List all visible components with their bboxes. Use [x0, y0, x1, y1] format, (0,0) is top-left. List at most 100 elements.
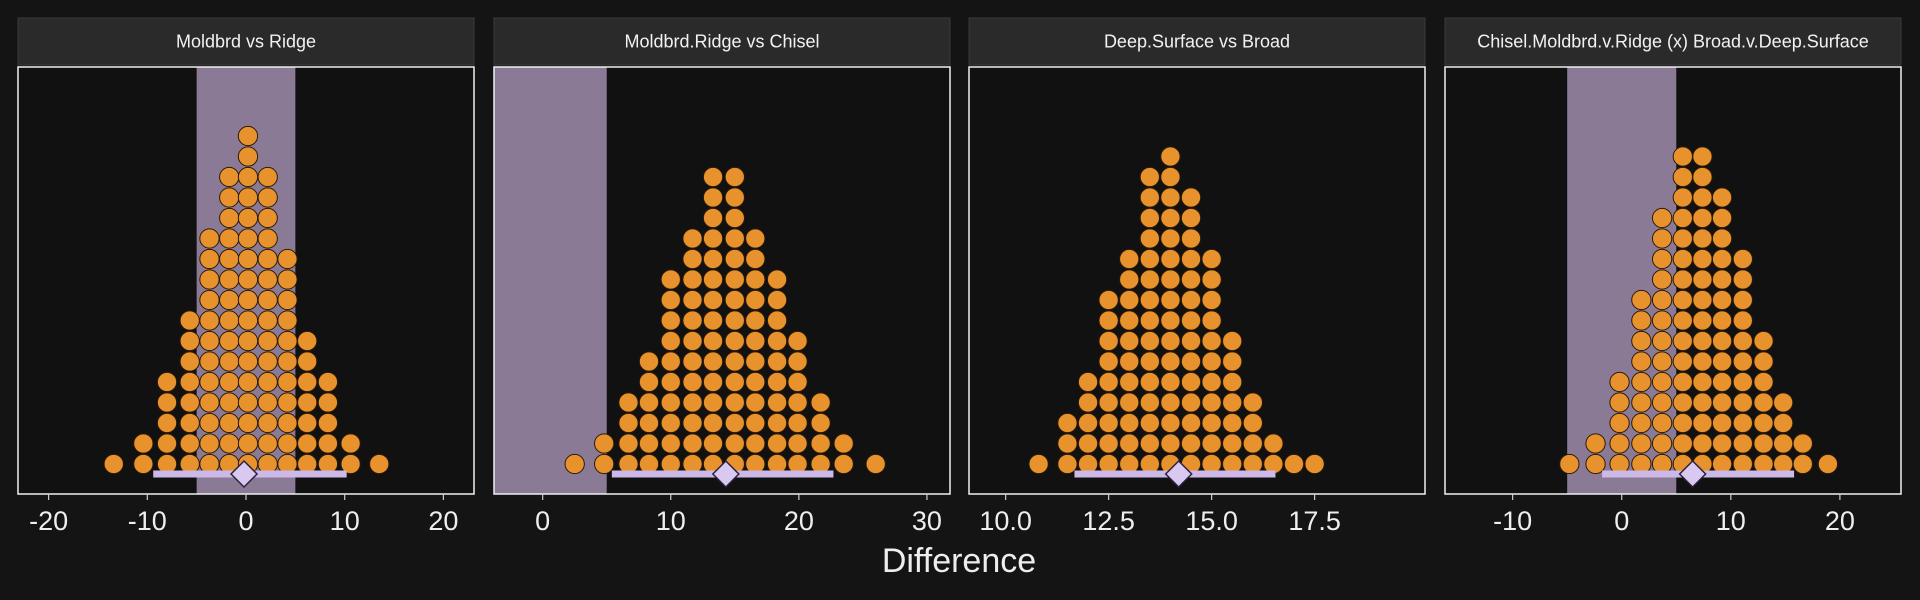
plot-area [494, 67, 886, 494]
dot [1098, 392, 1119, 413]
dot [660, 392, 681, 413]
dot [1631, 351, 1652, 372]
dot [1139, 330, 1160, 352]
dot [1732, 248, 1753, 270]
dot [1160, 371, 1181, 393]
dot [317, 433, 339, 454]
dot [766, 371, 788, 393]
dot [1160, 351, 1181, 372]
dot [724, 351, 745, 372]
dot [237, 207, 259, 229]
dot [1201, 392, 1222, 413]
dot [237, 166, 259, 188]
dot [1692, 248, 1713, 270]
dot [660, 289, 681, 311]
dot [1692, 412, 1713, 434]
dot [257, 330, 278, 352]
dot [199, 310, 220, 331]
dot [1651, 412, 1673, 434]
dot [1160, 289, 1181, 311]
dot [1160, 166, 1181, 188]
dot [156, 412, 178, 434]
dot [1098, 289, 1119, 311]
dot [1672, 330, 1693, 352]
dot [237, 371, 259, 393]
dot [1180, 310, 1202, 331]
dot [103, 453, 124, 475]
strip [968, 17, 1426, 66]
dot [745, 371, 766, 393]
dot [179, 392, 200, 413]
dot [1609, 392, 1630, 413]
dot [1692, 330, 1713, 352]
dot [277, 330, 298, 352]
dot [660, 269, 681, 290]
dot [702, 187, 724, 208]
dot [237, 330, 259, 352]
dot [1672, 371, 1693, 393]
dot [1711, 392, 1733, 413]
dot [833, 433, 854, 454]
strip [1444, 17, 1902, 66]
dot [317, 392, 339, 413]
dot [1672, 289, 1693, 311]
dot [1672, 228, 1693, 249]
dot [1711, 412, 1733, 434]
dot [1609, 412, 1630, 434]
dot [745, 269, 766, 290]
dot [257, 371, 278, 393]
dot [1222, 351, 1243, 372]
dot [1139, 228, 1160, 249]
dot [199, 289, 220, 311]
dot [702, 392, 724, 413]
dot [199, 248, 220, 270]
dot [219, 330, 240, 352]
dot [1201, 289, 1222, 311]
x-tick-label: 30 [912, 506, 942, 536]
dot [199, 412, 220, 434]
dot [277, 433, 298, 454]
dot [1180, 412, 1202, 434]
dot [1692, 310, 1713, 331]
dot [1201, 412, 1222, 434]
dot [1242, 412, 1263, 434]
dot [317, 371, 339, 393]
dot [1160, 146, 1181, 167]
dot [1672, 187, 1693, 208]
plot-area [103, 67, 390, 494]
x-tick-label: 0 [238, 506, 253, 536]
dot [277, 289, 298, 311]
dot [277, 392, 298, 413]
x-tick-label: -20 [29, 506, 68, 536]
dot [724, 187, 745, 208]
dot [1711, 310, 1733, 331]
dot [702, 248, 724, 270]
dot [1631, 412, 1652, 434]
dot [865, 453, 886, 475]
dot [682, 433, 703, 454]
dot [199, 433, 220, 454]
dot [618, 433, 639, 454]
dot [1160, 187, 1181, 208]
dot [1139, 433, 1160, 454]
dot [257, 228, 278, 249]
dot [219, 248, 240, 270]
dot [179, 433, 200, 454]
dot [1651, 207, 1673, 229]
dot [1692, 371, 1713, 393]
dot [833, 453, 854, 475]
panel-border [968, 66, 1426, 495]
dot [1028, 453, 1049, 475]
point-estimate [711, 459, 740, 489]
dot [745, 433, 766, 454]
dot [297, 351, 318, 372]
dot [1692, 433, 1713, 454]
dot [1139, 248, 1160, 270]
dot [1692, 207, 1713, 229]
dot [297, 371, 318, 393]
dot [1559, 453, 1580, 475]
dot [1139, 166, 1160, 188]
dot [257, 207, 278, 229]
dot [133, 453, 154, 475]
